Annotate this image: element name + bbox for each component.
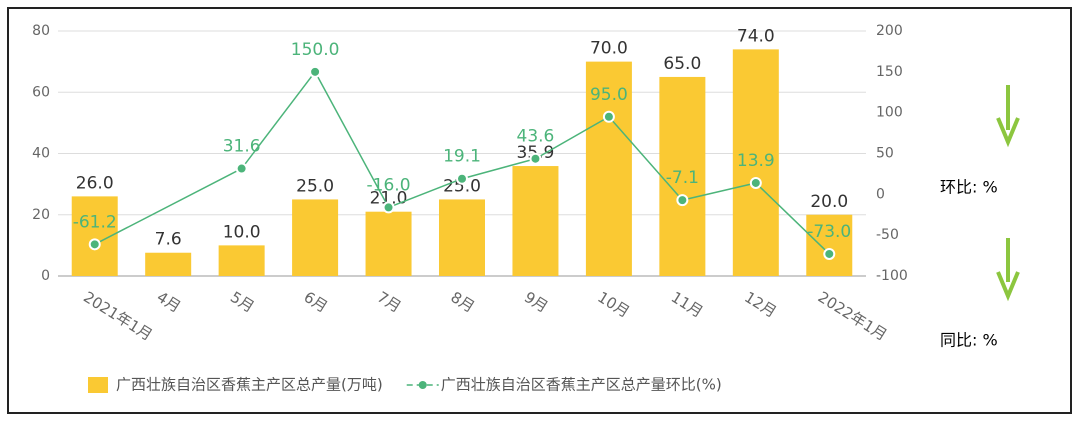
line-segment	[682, 182, 756, 201]
line-label: 150.0	[291, 40, 340, 60]
y-tick-label: 20	[32, 207, 50, 223]
y2-tick-label: -100	[876, 268, 908, 284]
line-point	[749, 176, 762, 189]
line-label: -73.0	[807, 222, 851, 242]
bar-label: 10.0	[223, 222, 261, 242]
legend-swatch	[88, 377, 108, 393]
line-segment	[755, 182, 830, 255]
line-point	[456, 172, 468, 185]
bar	[145, 252, 192, 276]
y-tick-label: 80	[32, 23, 50, 39]
line-point	[602, 110, 615, 123]
bar	[292, 199, 339, 276]
line-label: -61.2	[73, 212, 117, 232]
line-segment	[608, 116, 683, 201]
legend-label: 广西壮族自治区香蕉主产区总产量环比(%)	[441, 376, 722, 394]
line-segment	[94, 167, 242, 245]
line-label: 19.1	[443, 147, 481, 167]
side-note: 环比: %	[940, 178, 998, 197]
bar	[806, 214, 853, 276]
y-tick-label: 40	[32, 146, 50, 162]
line-point	[382, 201, 395, 214]
bar-label: 65.0	[663, 54, 701, 74]
bar-label: 7.6	[155, 230, 182, 250]
bar-label: 74.0	[737, 26, 775, 46]
line-point	[676, 194, 689, 207]
line-point	[309, 65, 322, 78]
bar-label: 20.0	[810, 192, 848, 212]
bar-label: 70.0	[590, 39, 628, 59]
bar-label: 26.0	[76, 173, 114, 193]
bar	[659, 76, 706, 276]
y2-tick-label: -50	[876, 227, 899, 243]
y-tick-label: 60	[32, 84, 50, 100]
y2-tick-label: 50	[876, 146, 894, 162]
line-point	[529, 152, 542, 165]
y2-tick-label: 150	[876, 64, 903, 80]
y2-tick-label: 200	[876, 23, 903, 39]
bar	[439, 199, 485, 276]
bar-label: 25.0	[443, 176, 481, 196]
line-segment	[241, 71, 316, 169]
line-point	[88, 238, 101, 251]
bar	[218, 245, 265, 276]
bar	[512, 166, 559, 276]
y2-tick-label: 100	[876, 105, 903, 121]
line-label: -7.1	[666, 168, 699, 188]
line-segment	[314, 71, 390, 208]
bar	[365, 211, 412, 276]
line-segment	[535, 116, 610, 160]
line-segment	[461, 158, 536, 180]
side-note: 同比: %	[940, 331, 998, 350]
line-point	[235, 162, 248, 175]
line-label: 95.0	[590, 85, 628, 105]
arrow	[996, 85, 1020, 148]
line-label: 13.9	[737, 151, 775, 171]
line-point	[823, 247, 836, 260]
legend-swatch	[418, 381, 427, 389]
legend-label: 广西壮族自治区香蕉主产区总产量(万吨)	[116, 376, 383, 394]
line-segment	[388, 178, 463, 209]
bar	[585, 61, 632, 276]
arrow	[996, 238, 1020, 302]
y-tick-label: 0	[41, 268, 50, 284]
y2-tick-label: 0	[876, 186, 885, 202]
bar-label: 25.0	[296, 176, 334, 196]
bar	[732, 49, 779, 276]
line-label: 43.6	[517, 127, 555, 147]
line-label: -16.0	[367, 175, 411, 195]
line-label: 31.6	[223, 137, 261, 157]
